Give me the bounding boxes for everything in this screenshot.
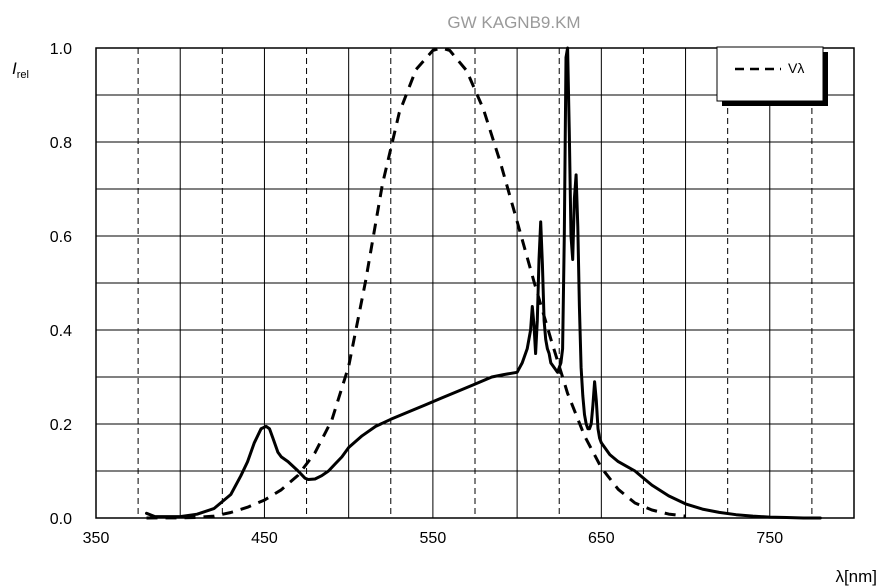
chart-title: GW KAGNB9.KM bbox=[447, 13, 580, 32]
x-axis-label: λ[nm] bbox=[835, 567, 877, 586]
y-tick-label: 0.8 bbox=[50, 135, 72, 152]
x-tick-label: 750 bbox=[756, 530, 783, 547]
series-layer bbox=[145, 46, 822, 520]
y-tick-label: 0.6 bbox=[50, 229, 72, 246]
v-lambda-dashed-line bbox=[146, 46, 686, 520]
y-axis-label: Irel bbox=[12, 59, 29, 81]
x-tick-label: 650 bbox=[588, 530, 615, 547]
spectrum-solid-line bbox=[145, 46, 822, 520]
y-tick-label: 0.4 bbox=[50, 323, 72, 340]
y-tick-label: 1.0 bbox=[50, 41, 72, 58]
y-tick-label: 0.0 bbox=[50, 511, 72, 528]
x-tick-label: 350 bbox=[83, 530, 110, 547]
plot-frame bbox=[95, 47, 855, 519]
x-tick-label: 550 bbox=[420, 530, 447, 547]
legend-label-v-lambda: Vλ bbox=[788, 60, 804, 76]
tick-labels: 350 450 550 650 750 0.0 0.2 0.4 0.6 0.8 1.0 bbox=[50, 41, 783, 547]
legend: Vλ bbox=[716, 46, 828, 106]
x-tick-label: 450 bbox=[251, 530, 278, 547]
grid bbox=[96, 48, 854, 518]
y-tick-label: 0.2 bbox=[50, 417, 72, 434]
legend-box bbox=[716, 46, 824, 102]
